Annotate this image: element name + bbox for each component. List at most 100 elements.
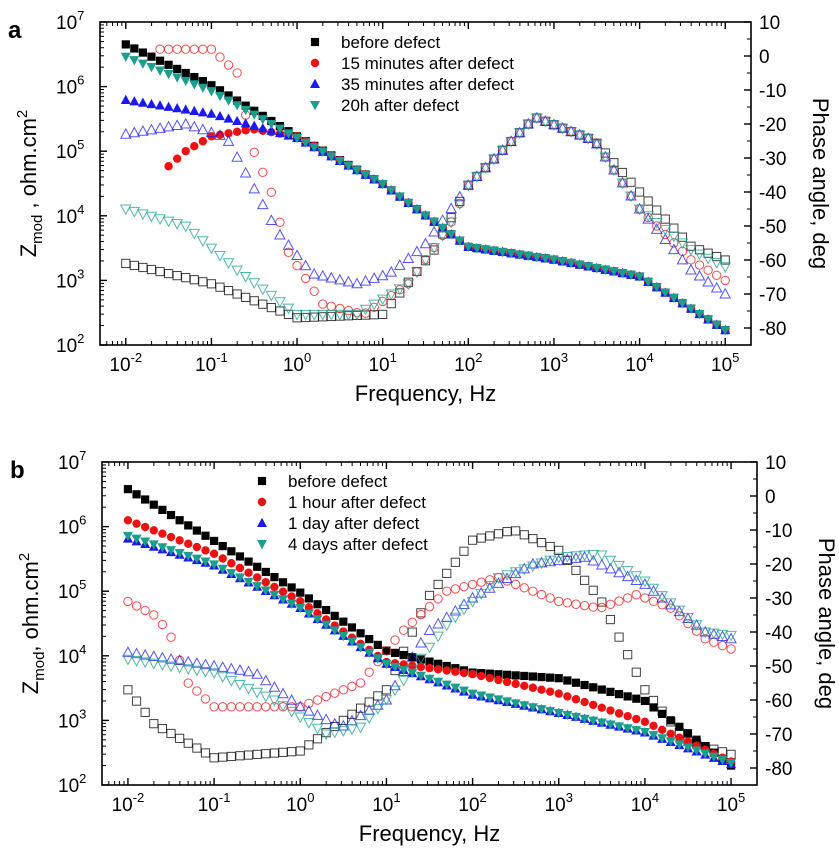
modulus-point (476, 691, 487, 701)
phase-point (471, 170, 483, 181)
phase-point (625, 191, 637, 203)
y2-tick-label: -60 (759, 251, 786, 272)
phase-point (198, 44, 208, 54)
phase-point (373, 691, 383, 701)
modulus-point (121, 40, 130, 49)
phase-point (511, 526, 521, 536)
phase-point (535, 556, 548, 568)
y2-tick-label: 10 (759, 13, 780, 34)
legend-label: before defect (288, 472, 388, 491)
phase-point (513, 128, 526, 140)
phase-point (530, 111, 543, 123)
modulus-point (347, 623, 357, 632)
phase-point (419, 237, 432, 249)
phase-point (138, 262, 148, 273)
modulus-point (596, 718, 607, 728)
phase-point (355, 678, 366, 688)
modulus-point (355, 643, 366, 653)
modulus-point (137, 59, 148, 69)
modulus-point (531, 253, 542, 263)
modulus-point (545, 687, 555, 696)
phase-point (337, 726, 350, 737)
modulus-point (226, 569, 237, 579)
modulus-point (158, 505, 167, 514)
legend-label: 4 days after defect (288, 535, 428, 554)
y2-tick-label: -70 (759, 285, 786, 306)
phase-point (225, 662, 238, 674)
modulus-point (181, 146, 190, 156)
legend-label: 15 minutes after defect (341, 54, 514, 73)
phase-point (471, 171, 483, 183)
modulus-point (692, 735, 701, 744)
phase-point (458, 604, 470, 616)
modulus-point (675, 722, 684, 731)
phase-point (223, 286, 234, 296)
phase-point (686, 255, 696, 265)
modulus-point (138, 48, 148, 57)
phase-point (146, 264, 157, 275)
modulus-point (249, 110, 260, 120)
phase-point (166, 728, 176, 739)
phase-point (131, 696, 142, 706)
phase-point (712, 251, 722, 262)
modulus-point (433, 677, 444, 687)
modulus-point (163, 101, 174, 111)
modulus-point (570, 712, 581, 723)
x-tick-label: 104 (625, 350, 653, 376)
modulus-point (175, 516, 184, 525)
phase-point (407, 617, 417, 628)
phase-point (206, 279, 217, 289)
phase-point (294, 712, 307, 724)
phase-point (182, 655, 195, 667)
modulus-point (270, 573, 279, 582)
phase-point (215, 282, 225, 292)
phase-point (235, 702, 245, 712)
phase-point (539, 115, 552, 126)
phase-point (608, 165, 620, 177)
x-tick-label: 103 (540, 350, 568, 376)
phase-point (338, 715, 348, 725)
modulus-point (691, 746, 702, 756)
modulus-point (215, 130, 225, 139)
x-axis-label: Frequency, Hz (355, 381, 496, 406)
phase-point (147, 658, 160, 670)
phase-point (295, 746, 305, 756)
y2-axis-label: Phase angle, deg (808, 98, 833, 269)
modulus-point (510, 699, 521, 709)
modulus-point (648, 731, 659, 741)
phase-point (199, 666, 212, 678)
modulus-point (313, 600, 322, 609)
phase-point (631, 667, 641, 677)
modulus-point (224, 91, 233, 100)
phase-point (140, 605, 150, 616)
modulus-point (360, 170, 371, 181)
phase-point (597, 597, 607, 607)
phase-point (616, 178, 629, 190)
phase-point (364, 667, 374, 677)
phase-point (266, 303, 276, 313)
modulus-point (476, 671, 486, 681)
modulus-point (557, 257, 568, 267)
phase-point (283, 309, 294, 319)
x-tick-label: 101 (368, 350, 396, 376)
phase-point (527, 557, 539, 569)
phase-point (449, 604, 462, 616)
modulus-point (566, 258, 577, 269)
modulus-point (502, 677, 512, 687)
phase-point (492, 577, 505, 588)
modulus-point (489, 246, 500, 256)
phase-point (231, 150, 243, 162)
modulus-point (537, 685, 546, 694)
phase-point (347, 681, 357, 692)
phase-point (528, 534, 538, 544)
phase-point (285, 706, 298, 718)
phase-point (466, 596, 479, 608)
phase-point (588, 602, 598, 612)
modulus-point (278, 587, 288, 596)
phase-point (258, 299, 268, 309)
phase-point (639, 578, 651, 589)
modulus-point (668, 293, 679, 304)
phase-point (397, 675, 410, 687)
modulus-point (214, 110, 225, 121)
phase-point (411, 245, 423, 257)
